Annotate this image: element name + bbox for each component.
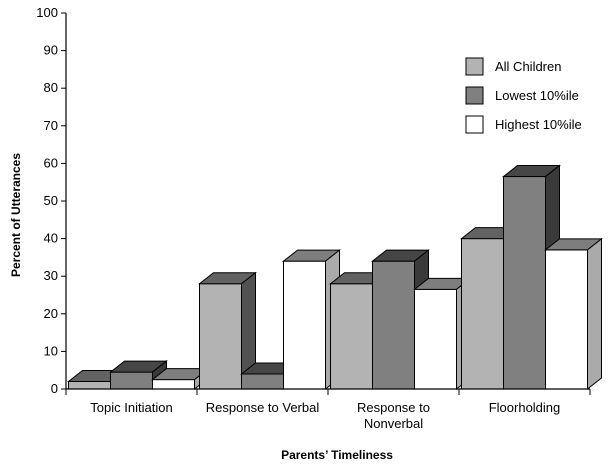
- legend-label: Highest 10%ile: [495, 117, 582, 132]
- axes-layer: 0 10 20 30 40 50 60 70 80 90 100 Topic Initiation Re…: [36, 5, 591, 431]
- legend: All Children Lowest 10%ile Highest 10%ile: [465, 57, 582, 134]
- bar-front: [199, 283, 242, 390]
- bar-front: [503, 176, 546, 390]
- bars-layer: [67, 164, 603, 391]
- legend-swatch: [465, 57, 484, 76]
- x-tick-label: Topic Initiation: [90, 400, 172, 415]
- y-tick-label: 100: [36, 5, 58, 20]
- y-tick-label: 90: [44, 43, 58, 58]
- legend-swatch: [465, 115, 484, 134]
- bar-front: [545, 249, 588, 390]
- x-tick-label: Response to Verbal: [206, 400, 320, 415]
- bar-side: [587, 237, 602, 391]
- y-tick-label: 60: [44, 155, 58, 170]
- y-tick-label: 80: [44, 80, 58, 95]
- bar-front: [110, 371, 153, 390]
- y-tick-label: 40: [44, 231, 58, 246]
- bar-front: [152, 379, 195, 390]
- legend-label: Lowest 10%ile: [495, 88, 579, 103]
- x-tick-label: Floorholding: [489, 400, 561, 415]
- y-axis-title: Percent of Utterances: [9, 153, 23, 277]
- y-tick-label: 70: [44, 118, 58, 133]
- y-tick-label: 50: [44, 193, 58, 208]
- bar-front: [330, 283, 373, 390]
- bar-front: [461, 238, 504, 390]
- bar: [544, 237, 603, 391]
- legend-label: All Children: [495, 59, 561, 74]
- y-tick-label: 10: [44, 343, 58, 358]
- bar-front: [283, 260, 326, 390]
- x-tick-label: Response to Nonverbal: [357, 400, 430, 431]
- legend-swatch: [465, 86, 484, 105]
- bar-front: [414, 288, 457, 390]
- bar-front: [372, 260, 415, 390]
- y-tick-label: 0: [51, 381, 58, 396]
- x-axis-title: Parents’ Timeliness: [281, 448, 393, 462]
- bar-front: [68, 380, 111, 390]
- y-tick-label: 20: [44, 306, 58, 321]
- y-tick-label: 30: [44, 268, 58, 283]
- bar-front: [241, 373, 284, 390]
